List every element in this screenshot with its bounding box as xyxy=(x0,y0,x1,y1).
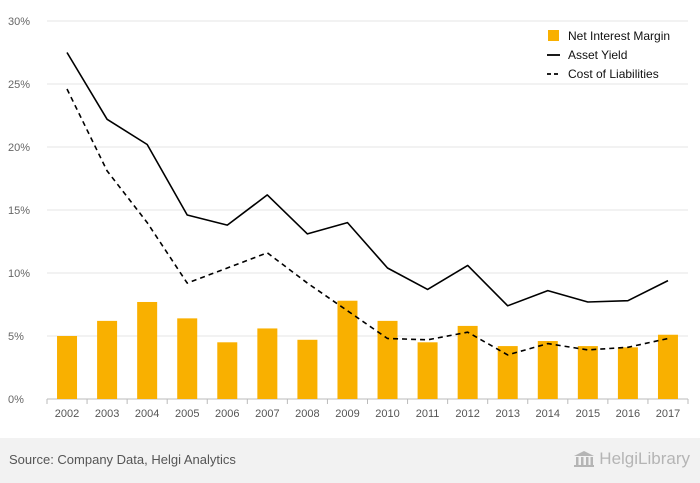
x-tick-label: 2002 xyxy=(55,408,79,420)
bar xyxy=(297,339,318,399)
asset-yield-line xyxy=(66,52,669,307)
y-tick-label: 25% xyxy=(8,79,30,91)
x-tick-label: 2016 xyxy=(616,408,640,420)
x-tick-label: 2006 xyxy=(215,408,239,420)
brand-name: HelgiLibrary xyxy=(599,449,690,468)
x-tick-label: 2005 xyxy=(175,408,199,420)
line-series xyxy=(66,52,669,356)
x-tick-label: 2009 xyxy=(335,408,359,420)
x-tick-label: 2013 xyxy=(495,408,519,420)
y-tick-label: 0% xyxy=(8,394,24,406)
legend-label: Net Interest Margin xyxy=(568,29,670,43)
source-note: Source: Company Data, Helgi Analytics xyxy=(9,452,236,467)
x-tick-label: 2008 xyxy=(295,408,319,420)
bar xyxy=(217,342,238,399)
y-tick-label: 30% xyxy=(8,16,30,28)
bar xyxy=(377,320,398,399)
x-tick-label: 2007 xyxy=(255,408,279,420)
legend-label: Cost of Liabilities xyxy=(568,67,659,81)
bar xyxy=(337,300,358,399)
x-tick-label: 2010 xyxy=(375,408,399,420)
legend-label: Asset Yield xyxy=(568,48,627,62)
x-tick-label: 2003 xyxy=(95,408,119,420)
bar xyxy=(537,341,558,399)
bar xyxy=(657,334,678,399)
x-tick-label: 2011 xyxy=(416,408,440,420)
x-tick-label: 2004 xyxy=(135,408,159,420)
y-tick-label: 15% xyxy=(8,205,30,217)
cost-of-liabilities-line xyxy=(66,88,669,356)
legend: Net Interest Margin Asset Yield Cost of Li… xyxy=(547,29,670,81)
x-axis-ticks: 2002 2003 2004 2005 2006 2007 2008 2009 2010 2011… xyxy=(46,399,689,420)
bar xyxy=(257,328,278,399)
y-tick-label: 10% xyxy=(8,268,30,280)
bar xyxy=(577,346,598,399)
bar xyxy=(617,347,638,399)
bar xyxy=(177,318,198,399)
bar xyxy=(457,325,478,399)
bar xyxy=(57,336,78,399)
bar-series xyxy=(57,300,678,399)
brand-logo: HelgiLibrary xyxy=(573,449,690,469)
footer: Source: Company Data, Helgi Analytics He… xyxy=(0,438,700,483)
bar xyxy=(137,301,158,399)
y-tick-label: 5% xyxy=(8,331,24,343)
library-building-icon xyxy=(574,451,595,467)
bar xyxy=(417,342,438,399)
legend-swatch-bar xyxy=(548,30,559,41)
bar xyxy=(97,320,118,399)
x-tick-label: 2017 xyxy=(656,408,680,420)
x-tick-label: 2015 xyxy=(576,408,600,420)
x-tick-label: 2014 xyxy=(536,408,560,420)
chart: 0% 5% 10% 15% 20% 25% 30% 2002 2003 2004 2005 2006… xyxy=(8,16,689,420)
bar xyxy=(497,346,518,399)
y-tick-label: 20% xyxy=(8,142,30,154)
y-axis-ticks: 0% 5% 10% 15% 20% 25% 30% xyxy=(8,16,30,406)
x-tick-label: 2012 xyxy=(455,408,479,420)
